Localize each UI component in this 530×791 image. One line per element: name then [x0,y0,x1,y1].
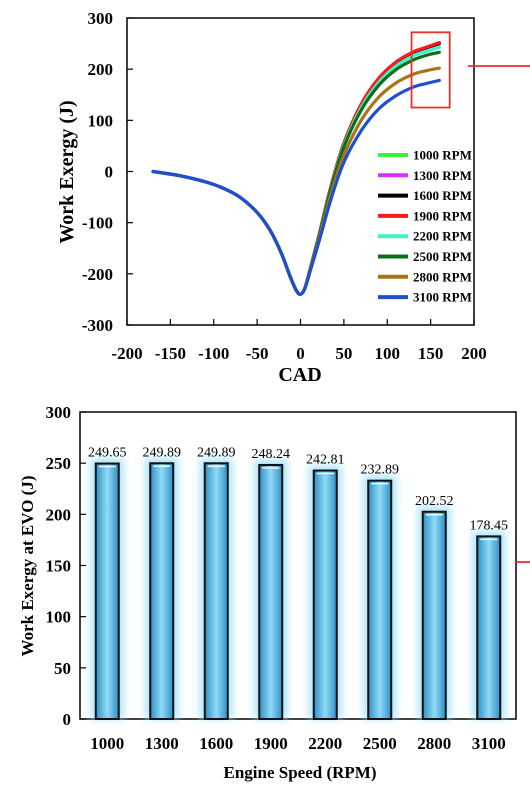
x-tick-labels: -200 -150 -100 -50 0 50 100 150 200 [111,319,487,363]
bar-y-tick-label: 200 [46,505,72,524]
series-line-2800-rpm [151,66,441,296]
bar-x-tick-label: 2200 [308,734,342,753]
x-tick-label: -50 [246,344,269,363]
bar-value-label: 248.24 [252,447,291,462]
legend-label: 1600 RPM [413,188,472,203]
bar-y-tick-label: 250 [46,454,72,473]
legend-label: 2200 RPM [413,229,472,244]
line-chart-work-exergy: -200 -150 -100 -50 0 50 100 150 200 -300 -200 -100… [56,9,530,386]
zoom-highlight-box [410,31,451,109]
bar-x-tick-label: 1000 [90,734,124,753]
legend-label: 3100 RPM [413,290,472,305]
bar [94,462,120,721]
legend-label: 2800 RPM [413,269,472,284]
bar-x-tick-label: 1600 [199,734,233,753]
y-axis-title: Work Exergy (J) [56,100,78,243]
y-tick-label: 100 [88,111,114,130]
bar [258,463,284,721]
bar-value-label: 249.89 [197,445,236,460]
legend-label: 2500 RPM [413,249,472,264]
bar [312,469,338,721]
bar-x-tick-label: 2500 [363,734,397,753]
bar-value-label: 249.89 [143,445,182,460]
bar-y-tick-label: 150 [46,557,72,576]
bar-y-axis-title: Work Exergy at EVO (J) [18,476,37,657]
bar-x-tick-label: 3100 [472,734,506,753]
bar-value-label: 232.89 [361,463,400,478]
bar [476,535,502,720]
bar-value-label: 249.65 [88,446,127,461]
y-tick-label: -100 [82,214,113,233]
bar-y-tick-label: 100 [46,608,72,627]
x-tick-label: -200 [111,344,142,363]
bar-x-tick-label: 1900 [254,734,288,753]
line-series-group [151,40,441,296]
y-tick-label: -200 [82,265,113,284]
x-tick-label: 50 [335,344,352,363]
y-tick-label: 300 [88,9,114,28]
bar-x-tick-label: 2800 [417,734,451,753]
bar-y-tick-labels: 0 50 100 150 200 250 300 [46,403,86,729]
bar [421,510,447,721]
bar [149,462,175,720]
bar-y-tick-label: 0 [63,710,72,729]
legend-label: 1300 RPM [413,168,472,183]
x-axis-title: CAD [278,364,321,386]
bar-x-axis-title: Engine Speed (RPM) [224,763,377,782]
legend-label: 1900 RPM [413,208,472,223]
bar-group: 249.65 249.89 249.89 248.24 242.81 232.89 202.… [88,445,509,721]
legend-label: 1000 RPM [413,148,472,163]
bar [367,479,393,720]
series-line-3100-rpm [151,78,441,296]
y-tick-label: 0 [105,163,114,182]
bar-y-tick-label: 50 [54,659,71,678]
legend: 1000 RPM 1300 RPM 1600 RPM 1900 RPM 2200 RPM… [378,148,472,305]
x-tick-label: -100 [198,344,229,363]
bar-chart-work-exergy-evo: 249.65 249.89 249.89 248.24 242.81 232.89 202.… [18,403,530,782]
x-tick-label: 150 [418,344,444,363]
x-tick-label: 100 [375,344,401,363]
y-tick-labels: -300 -200 -100 0 100 200 300 [82,9,133,335]
y-tick-label: -300 [82,316,113,335]
x-tick-label: -150 [155,344,186,363]
bar-value-label: 178.45 [470,518,509,533]
x-tick-label: 0 [296,344,305,363]
bar-value-label: 202.52 [415,494,454,509]
bar-x-tick-label: 1300 [145,734,179,753]
y-tick-label: 200 [88,60,114,79]
bar-x-tick-labels: 1000 1300 1600 1900 2200 2500 2800 3100 [90,734,506,753]
bar-value-label: 242.81 [306,453,345,468]
x-tick-label: 200 [461,344,487,363]
bar-y-tick-label: 300 [46,403,72,422]
bar [203,462,229,720]
